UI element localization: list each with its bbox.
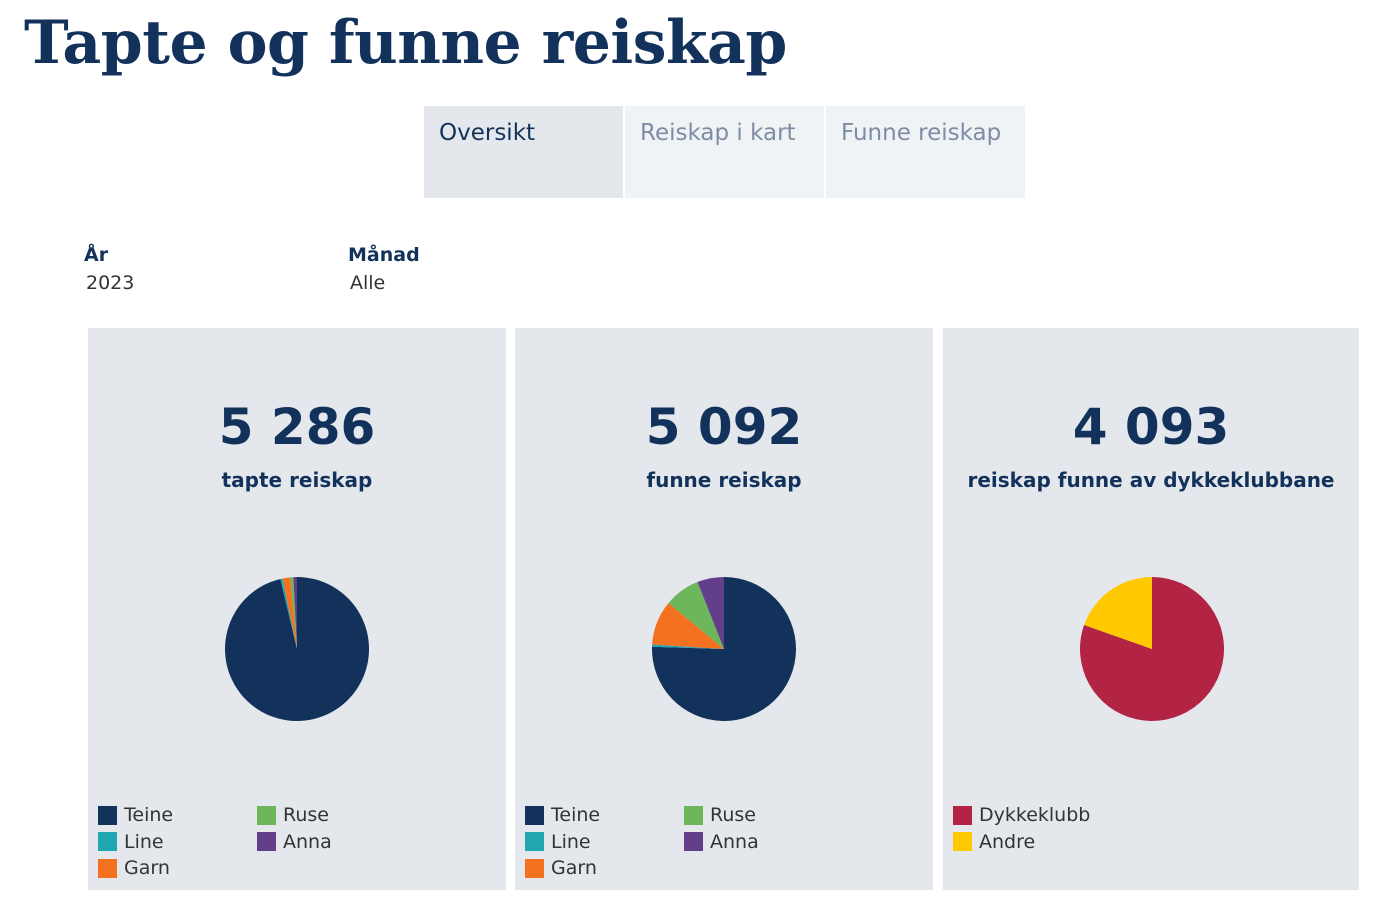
legend-item-garn[interactable]: Garn [98, 857, 170, 879]
legend-label: Line [124, 830, 164, 853]
pie-slice-garn[interactable] [282, 577, 297, 649]
year-filter[interactable]: År 2023 [84, 244, 134, 294]
pie-slice-dykkeklubb[interactable] [1079, 577, 1224, 721]
pie-slice-line[interactable] [652, 644, 724, 649]
legend-label: Line [551, 830, 591, 853]
pie-slice-garn[interactable] [652, 603, 724, 649]
legend-item-anna[interactable]: Anna [257, 831, 332, 853]
page-title: Tapte og funne reiskap [24, 8, 787, 78]
legend-label: Andre [979, 830, 1036, 853]
legend-item-ruse[interactable]: Ruse [684, 804, 756, 826]
pie-slice-teine[interactable] [225, 577, 370, 721]
tab-funne-reiskap[interactable]: Funne reiskap [826, 106, 1025, 198]
panel-dykkeklubb: 4 093 reiskap funne av dykkeklubbane Dyk… [943, 328, 1359, 890]
kpi-subtitle: tapte reiskap [221, 468, 373, 492]
kpi-number: 5 286 [218, 398, 376, 456]
legend-item-teine[interactable]: Teine [98, 804, 173, 826]
legend-label: Anna [710, 830, 759, 853]
legend-swatch [525, 832, 544, 851]
legend-swatch [98, 858, 117, 878]
pie-chart-funne[interactable] [649, 574, 799, 724]
month-filter-label: Månad [348, 244, 420, 266]
month-filter-value[interactable]: Alle [350, 272, 386, 294]
legend-item-andre[interactable]: Andre [953, 831, 1035, 853]
kpi-number: 4 093 [1072, 398, 1230, 456]
pie-slice-teine[interactable] [652, 577, 797, 721]
legend-label: Anna [283, 830, 332, 853]
kpi-subtitle: funne reiskap [646, 468, 802, 492]
legend-item-dykkeklubb[interactable]: Dykkeklubb [953, 804, 1090, 826]
legend-label: Ruse [283, 804, 329, 826]
legend-label: Dykkeklubb [979, 804, 1091, 826]
pie-slice-ruse[interactable] [290, 577, 297, 649]
legend-label: Garn [124, 857, 170, 879]
legend-swatch [257, 832, 276, 851]
panel-funne-reiskap: 5 092 funne reiskap Teine Line Garn Ruse Ann… [515, 328, 933, 890]
legend-swatch [684, 832, 703, 851]
panel-tapte-reiskap: 5 286 tapte reiskap Teine Line Garn Ruse Ann… [88, 328, 506, 890]
legend-swatch [684, 805, 703, 825]
year-filter-value[interactable]: 2023 [86, 272, 135, 294]
legend-item-anna[interactable]: Anna [684, 831, 759, 853]
pie-chart-dykkeklubb[interactable] [1077, 574, 1227, 724]
legend-swatch [953, 832, 972, 851]
legend-swatch [98, 805, 117, 825]
legend-item-line[interactable]: Line [525, 831, 591, 853]
pie-slice-line[interactable] [280, 578, 297, 649]
tab-reiskap-i-kart[interactable]: Reiskap i kart [625, 106, 824, 198]
legend-item-line[interactable]: Line [98, 831, 164, 853]
legend-swatch [257, 805, 276, 825]
legend-label: Teine [124, 804, 174, 826]
pie-slice-ruse[interactable] [668, 582, 724, 649]
pie-slice-anna[interactable] [697, 577, 725, 649]
legend-dykkeklubb: Dykkeklubb Andre [953, 804, 1333, 884]
kpi-number: 5 092 [645, 398, 803, 456]
pie-slice-anna[interactable] [293, 577, 297, 649]
legend-label: Ruse [710, 804, 756, 826]
legend-label: Teine [551, 804, 601, 826]
legend-funne: Teine Line Garn Ruse Anna [525, 804, 905, 884]
legend-swatch [98, 832, 117, 851]
legend-swatch [525, 858, 544, 878]
legend-item-ruse[interactable]: Ruse [257, 804, 329, 826]
tab-bar: Oversikt Reiskap i kart Funne reiskap [424, 106, 1027, 198]
kpi-subtitle: reiskap funne av dykkeklubbane [967, 468, 1335, 492]
pie-slice-andre[interactable] [1084, 577, 1152, 649]
month-filter[interactable]: Månad Alle [348, 244, 420, 294]
tab-oversikt[interactable]: Oversikt [424, 106, 623, 198]
legend-item-teine[interactable]: Teine [525, 804, 600, 826]
pie-chart-tapte[interactable] [222, 574, 372, 724]
legend-swatch [953, 805, 972, 825]
year-filter-label: År [84, 244, 109, 266]
legend-tapte: Teine Line Garn Ruse Anna [98, 804, 478, 884]
legend-label: Garn [551, 857, 597, 879]
legend-item-garn[interactable]: Garn [525, 857, 597, 879]
legend-swatch [525, 805, 544, 825]
